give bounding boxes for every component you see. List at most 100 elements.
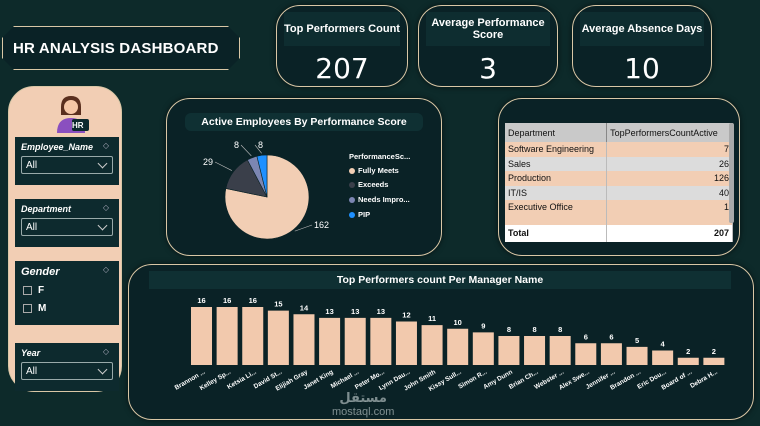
bar[interactable] — [421, 325, 443, 365]
checkbox[interactable] — [23, 286, 32, 295]
bar[interactable] — [600, 343, 622, 365]
department-table-card: Department TopPerformersCountActive Soft… — [498, 98, 740, 256]
legend-item-needs-improvement[interactable]: Needs Impro... — [349, 195, 410, 204]
bar[interactable] — [524, 336, 546, 365]
table-row[interactable]: Software Engineering 7 — [505, 142, 733, 157]
bar[interactable] — [677, 357, 699, 365]
department-table: Department TopPerformersCountActive Soft… — [505, 123, 733, 242]
pie-leader-line — [254, 144, 262, 154]
bar[interactable] — [472, 332, 494, 365]
page-title: HR ANALYSIS DASHBOARD — [13, 39, 219, 57]
pie-data-label: 29 — [203, 157, 213, 167]
kpi-card-top-performers: Top Performers Count 207 — [276, 5, 408, 87]
clear-filter-icon[interactable]: ◇ — [102, 203, 109, 212]
cell-count: 126 — [606, 171, 733, 186]
bar[interactable] — [344, 317, 366, 365]
bar[interactable] — [370, 317, 392, 365]
bar-data-label: 15 — [274, 300, 282, 309]
slicer-label: Year — [21, 348, 41, 358]
kpi-label: Average Performance Score — [426, 12, 550, 46]
cell-department: Software Engineering — [505, 142, 608, 157]
table-total-row: Total 207 — [505, 224, 733, 242]
bar[interactable] — [498, 336, 520, 365]
legend-dot — [349, 167, 355, 174]
department-dropdown[interactable]: All — [21, 218, 113, 236]
clear-filter-icon[interactable]: ◇ — [102, 347, 109, 356]
chevron-down-icon — [97, 158, 108, 168]
dashboard-title-box: HR ANALYSIS DASHBOARD — [2, 26, 240, 70]
bar-data-label: 16 — [197, 296, 205, 305]
bar-data-label: 13 — [325, 307, 333, 316]
kpi-value: 3 — [479, 52, 497, 85]
cell-count: 26 — [606, 156, 733, 171]
kpi-card-avg-performance: Average Performance Score 3 — [418, 5, 558, 87]
legend-title: PerformanceSc... — [349, 152, 411, 161]
pie-slice-3[interactable] — [256, 154, 268, 198]
dropdown-value: All — [26, 365, 38, 377]
gender-option-m[interactable]: M — [23, 303, 113, 314]
filter-sidebar: HR Employee_Name ◇ All Department ◇ All … — [8, 86, 122, 392]
table-scrollbar[interactable] — [729, 123, 734, 223]
table-row[interactable]: Production 126 — [505, 171, 733, 186]
checkbox[interactable] — [23, 304, 32, 313]
dropdown-value: All — [26, 221, 38, 233]
watermark-url: mostaql.com — [332, 406, 395, 418]
bar[interactable] — [652, 350, 674, 366]
bar-data-label: 13 — [351, 307, 359, 316]
bar[interactable] — [447, 328, 469, 365]
bar[interactable] — [319, 317, 341, 365]
hr-avatar-icon — [57, 96, 89, 133]
legend-label: Exceeds — [358, 180, 389, 189]
bar[interactable] — [549, 336, 571, 365]
bar-data-label: 8 — [532, 325, 536, 334]
legend-item-exceeds[interactable]: Exceeds — [349, 180, 388, 189]
kpi-value: 10 — [624, 52, 660, 85]
bar[interactable] — [395, 321, 417, 366]
pie-leader-line — [294, 224, 313, 232]
watermark: مستقل mostaql.com — [332, 390, 394, 418]
column-header-department[interactable]: Department — [505, 123, 608, 142]
bar[interactable] — [191, 307, 213, 365]
slicer-label: Department — [21, 204, 72, 214]
option-label: M — [38, 303, 47, 314]
clear-filter-icon[interactable]: ◇ — [102, 141, 109, 150]
pie-chart[interactable]: 162 29 8 8 — [167, 99, 443, 257]
kpi-card-avg-absence: Average Absence Days 10 — [572, 5, 712, 87]
cell-count: 7 — [606, 142, 733, 157]
bar[interactable] — [703, 357, 725, 365]
gender-option-f[interactable]: F — [23, 285, 113, 296]
bar-data-label: 2 — [686, 347, 690, 356]
legend-label: Fully Meets — [358, 166, 399, 175]
cell-department: Production — [505, 171, 608, 186]
legend-label: Needs Impro... — [358, 195, 410, 204]
column-header-count[interactable]: TopPerformersCountActive — [606, 123, 733, 142]
bar[interactable] — [267, 310, 289, 365]
year-dropdown[interactable]: All — [21, 362, 113, 380]
bar-data-label: 8 — [507, 325, 511, 334]
cell-department: Sales — [505, 156, 608, 171]
bar-data-label: 11 — [428, 314, 436, 323]
table-row[interactable]: IT/IS 40 — [505, 185, 733, 200]
pie-chart-card: Active Employees By Performance Score 16… — [166, 98, 442, 256]
cell-department: Executive Office — [505, 200, 608, 215]
table-row[interactable]: Executive Office 1 — [505, 200, 733, 215]
bar[interactable] — [626, 346, 648, 365]
clear-filter-icon[interactable]: ◇ — [102, 265, 109, 274]
bar[interactable] — [242, 307, 264, 365]
option-label: F — [38, 285, 45, 296]
legend-item-pip[interactable]: PIP — [349, 210, 370, 219]
legend-item-fully-meets[interactable]: Fully Meets — [349, 166, 399, 175]
slicer-gender: Gender ◇ F M — [15, 261, 119, 325]
bar[interactable] — [575, 343, 597, 365]
pie-data-label: 8 — [258, 140, 263, 150]
bar-data-label: 4 — [661, 340, 666, 349]
bar[interactable] — [216, 307, 238, 365]
bar-category-label: Debra H... — [689, 369, 719, 390]
employee-name-dropdown[interactable]: All — [21, 156, 113, 174]
cell-total-label: Total — [505, 224, 608, 242]
bar[interactable] — [293, 314, 315, 365]
table-row[interactable]: Sales 26 — [505, 156, 733, 171]
legend-label: PIP — [358, 210, 371, 219]
cell-count: 40 — [606, 185, 733, 200]
